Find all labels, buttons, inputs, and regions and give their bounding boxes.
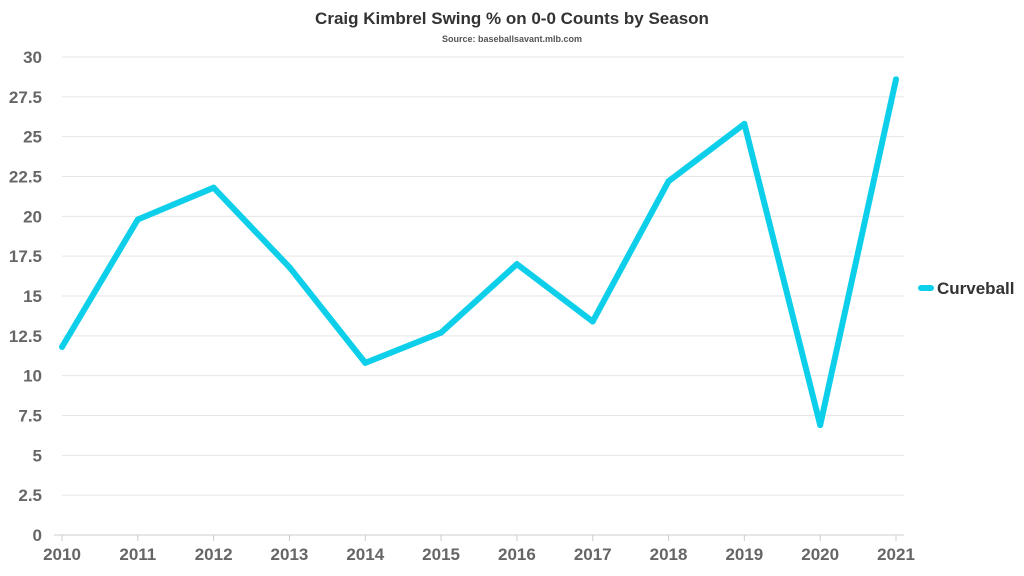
gridlines xyxy=(62,56,904,536)
chart-title: Craig Kimbrel Swing % on 0-0 Counts by S… xyxy=(315,9,709,28)
legend: Curveball xyxy=(918,279,1014,298)
x-axis: 2010 2011 2012 2013 2014 2015 2016 2017 2018 2019… xyxy=(43,534,915,564)
y-tick-label: 7.5 xyxy=(18,407,42,426)
y-tick-label: 2.5 xyxy=(18,486,42,505)
y-tick-label: 5 xyxy=(33,446,42,465)
data-point xyxy=(286,264,293,271)
y-tick-label: 0 xyxy=(33,526,42,545)
x-tick-label: 2017 xyxy=(574,545,612,564)
data-point xyxy=(438,329,445,336)
x-tick-label: 2011 xyxy=(119,545,156,564)
data-point xyxy=(589,318,596,325)
data-point xyxy=(665,178,672,185)
data-point xyxy=(513,261,520,268)
legend-label-curveball: Curveball xyxy=(937,279,1014,298)
x-tick-label: 2019 xyxy=(725,545,763,564)
series-lines xyxy=(59,76,899,429)
data-point xyxy=(817,422,824,429)
data-point xyxy=(210,184,217,191)
y-tick-label: 10 xyxy=(23,367,42,386)
data-point xyxy=(134,216,141,223)
x-tick-label: 2013 xyxy=(271,545,309,564)
x-tick-label: 2010 xyxy=(43,545,81,564)
data-point xyxy=(362,359,369,366)
data-point xyxy=(59,343,65,350)
y-tick-label: 30 xyxy=(23,48,42,67)
x-tick-label: 2014 xyxy=(346,545,384,564)
y-tick-label: 12.5 xyxy=(9,327,42,346)
data-point xyxy=(741,120,748,127)
x-tick-label: 2020 xyxy=(801,545,839,564)
y-tick-label: 27.5 xyxy=(9,88,42,107)
chart-subtitle: Source: baseballsavant.mlb.com xyxy=(442,34,582,44)
y-axis: 0 2.5 5 7.5 10 12.5 15 17.5 20 22.5 25 27.5 30 xyxy=(9,48,42,545)
x-tick-label: 2021 xyxy=(877,545,915,564)
y-tick-label: 22.5 xyxy=(9,168,42,187)
y-tick-label: 15 xyxy=(23,287,42,306)
series-line-curveball xyxy=(59,78,899,429)
x-tick-label: 2018 xyxy=(650,545,688,564)
data-point xyxy=(893,76,899,83)
y-tick-label: 20 xyxy=(23,207,42,226)
x-tick-label: 2015 xyxy=(422,545,460,564)
x-tick-label: 2016 xyxy=(498,545,536,564)
y-tick-label: 25 xyxy=(23,128,42,147)
y-tick-label: 17.5 xyxy=(9,247,42,266)
x-tick-label: 2012 xyxy=(195,545,233,564)
